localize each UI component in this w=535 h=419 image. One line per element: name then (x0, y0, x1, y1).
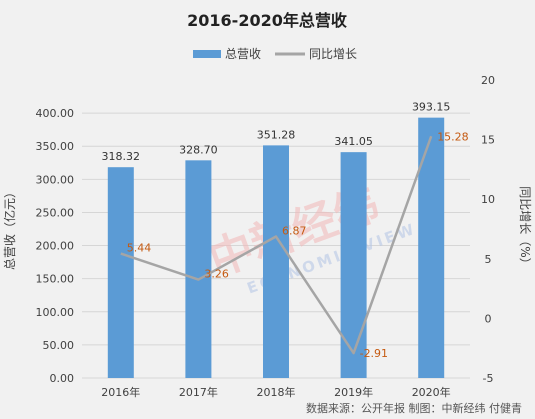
bar-data-label: 328.70 (179, 143, 218, 156)
bar-series (107, 117, 445, 378)
y-axis-label: 总营收（亿元） (2, 186, 17, 270)
bar-data-label: 341.05 (334, 135, 373, 148)
line-data-label: 15.28 (437, 130, 469, 143)
legend: 总营收 同比增长 (193, 47, 357, 61)
y2-tick-label: -5 (483, 372, 494, 385)
y2-axis-label: 同比增长（%） (518, 186, 532, 269)
y-tick-label: 100.00 (36, 306, 75, 319)
line-data-labels: 5.44 3.26 6.87 -2.91 15.28 (127, 130, 469, 360)
line-data-label: 3.26 (204, 268, 229, 281)
y-tick-label: 300.00 (36, 173, 75, 186)
y-tick-label: 350.00 (36, 140, 75, 153)
y2-tick-label: 5 (485, 253, 492, 266)
x-tick-label: 2017年 (179, 385, 218, 399)
y2-tick-label: 0 (485, 312, 492, 325)
y-tick-label: 400.00 (36, 107, 75, 120)
bar-data-label: 351.28 (257, 128, 296, 141)
legend-swatch-revenue (193, 50, 221, 58)
y2-tick-label: 20 (481, 74, 495, 87)
line-data-label: 5.44 (127, 242, 152, 255)
y-tick-label: 200.00 (36, 240, 75, 253)
y-tick-label: 150.00 (36, 273, 75, 286)
x-tick-label: 2016年 (101, 385, 140, 399)
bar (107, 167, 134, 378)
source-note: 数据来源：公开年报 制图：中新经纬 付健青 (306, 401, 522, 415)
watermark: 中新经纬 ECONOMIC VIEW (203, 178, 419, 297)
growth-line (120, 135, 433, 355)
y2-tick-label: 15 (481, 134, 495, 147)
x-tick-label: 2019年 (334, 385, 373, 399)
x-tick-label: 2020年 (412, 385, 451, 399)
left-axis-ticks: 0.00 50.00 100.00 150.00 200.00 250.00 300.00 3… (36, 107, 75, 385)
bar-data-label: 393.15 (412, 101, 451, 114)
x-tick-label: 2018年 (257, 385, 296, 399)
right-axis-ticks: -5 0 5 10 15 20 (481, 74, 495, 385)
legend-label-revenue: 总营收 (225, 47, 261, 61)
bar (185, 160, 212, 378)
bar-data-labels: 318.32 328.70 351.28 341.05 393.15 (102, 101, 451, 164)
line-data-label: 6.87 (282, 225, 307, 238)
bar (263, 145, 289, 378)
line-data-label: -2.91 (360, 347, 388, 360)
legend-label-growth: 同比增长 (309, 47, 357, 61)
chart-title: 2016-2020年总营收 (187, 11, 347, 30)
bar (418, 117, 445, 378)
y-tick-label: 0.00 (50, 372, 75, 385)
bar-data-label: 318.32 (102, 150, 141, 163)
line-series (120, 135, 433, 355)
y-tick-label: 250.00 (36, 206, 75, 219)
bar (340, 152, 367, 378)
y2-tick-label: 10 (481, 193, 495, 206)
x-axis-ticks: 2016年 2017年 2018年 2019年 2020年 (101, 385, 450, 399)
y-tick-label: 50.00 (43, 339, 75, 352)
